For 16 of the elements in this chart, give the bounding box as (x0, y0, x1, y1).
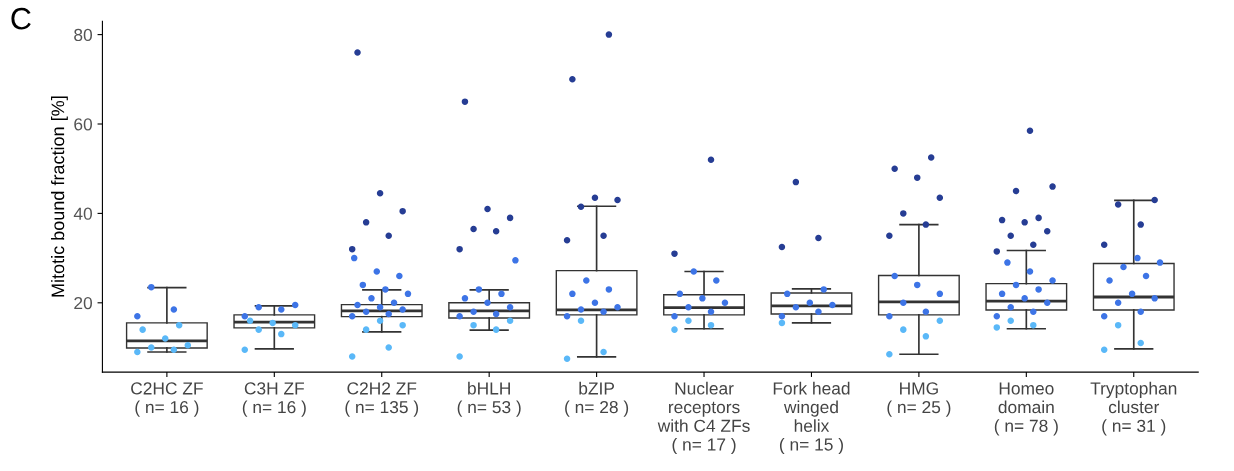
x-tick-label: bHLH ( n= 53 ) (457, 381, 521, 417)
x-tick-label: Homeo domain ( n= 78 ) (994, 382, 1058, 436)
x-tick-label: Fork head winged helix ( n= 15 ) (773, 381, 850, 455)
x-tick-label: bZIP ( n= 28 ) (565, 381, 629, 417)
x-tick-label: HMG ( n= 25 ) (887, 382, 951, 417)
text: C (11, 7, 31, 30)
x-tick-label: C2HC ZF ( n= 16 ) (131, 382, 203, 417)
y-axis-title: Mitotic bound fraction [%] (51, 96, 68, 297)
y-tick-label: 40 (73, 207, 93, 220)
x-tick-label: C3H ZF ( n= 16 ) (242, 382, 306, 417)
x-tick-label: Nuclear receptors with C4 ZFs ( n= 17 ) (657, 381, 750, 455)
y-tick-label: 80 (74, 28, 93, 42)
x-tick-label: C2H2 ZF ( n= 135 ) (345, 382, 419, 417)
y-tick-label: 60 (74, 118, 93, 131)
y-tick-label: 20 (74, 296, 93, 310)
x-tick-label: Tryptophan cluster ( n= 31 ) (1090, 381, 1177, 436)
